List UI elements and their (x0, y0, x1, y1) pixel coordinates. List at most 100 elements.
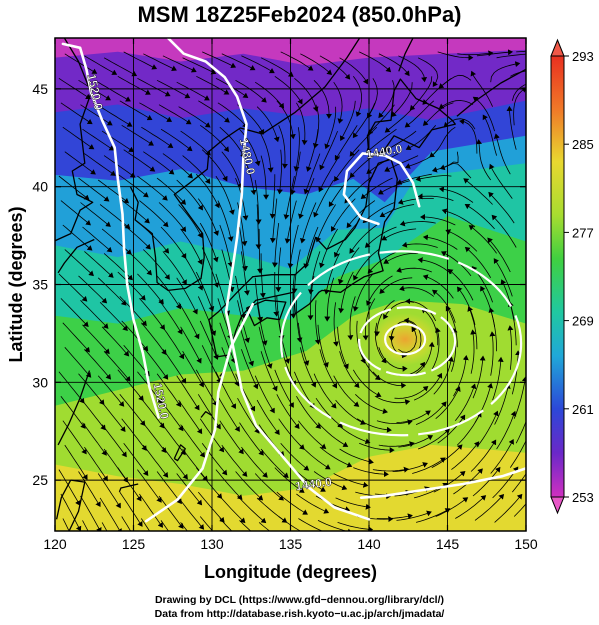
x-tick-label: 150 (514, 536, 538, 552)
streamline (435, 386, 461, 420)
streamline (318, 155, 340, 193)
streamline (197, 198, 219, 236)
x-tick-label: 130 (200, 536, 224, 552)
streamline (403, 317, 422, 352)
streamline (338, 247, 360, 285)
streamline (182, 448, 208, 482)
streamline (372, 466, 409, 473)
streamline (254, 277, 264, 323)
streamline (162, 153, 193, 179)
streamline (139, 200, 169, 228)
streamline (259, 253, 266, 299)
streamline (352, 369, 382, 398)
streamline (97, 179, 130, 204)
streamline (352, 76, 363, 117)
streamline (467, 306, 478, 350)
streamline (201, 247, 220, 288)
streamline (258, 130, 274, 173)
streamline (298, 420, 327, 450)
streamline (143, 151, 175, 175)
coastline (57, 370, 91, 446)
streamline (139, 298, 165, 331)
streamline (123, 247, 152, 276)
streamline (78, 471, 101, 508)
streamline (143, 53, 177, 71)
streamline (182, 350, 204, 388)
streamline (455, 495, 487, 519)
colorbar-bottom-arrow (550, 496, 565, 515)
streamline (353, 249, 380, 281)
streamline (80, 495, 102, 531)
streamline (256, 228, 263, 274)
streamline (303, 226, 319, 269)
colorbar-tick-label: 293 (572, 49, 594, 64)
coastline (68, 479, 86, 531)
streamline (415, 401, 447, 425)
streamline (513, 87, 526, 126)
streamline (180, 326, 202, 364)
streamline (489, 163, 513, 199)
streamline (60, 200, 91, 226)
streamline (474, 493, 505, 521)
streamline (269, 174, 276, 219)
streamline (338, 271, 354, 314)
streamline (296, 102, 308, 146)
coastline (456, 68, 526, 117)
streamline (99, 399, 126, 432)
streamline (429, 126, 456, 158)
streamline (235, 471, 264, 501)
streamline (280, 442, 310, 471)
streamline (121, 320, 149, 352)
streamline (405, 298, 437, 322)
streamline (439, 162, 472, 179)
streamline (319, 446, 353, 468)
streamline (333, 222, 358, 258)
streamline (333, 81, 344, 124)
streamline (274, 369, 294, 408)
streamline (337, 424, 371, 445)
streamline (162, 349, 187, 384)
streamline (254, 375, 275, 414)
streamline (476, 139, 492, 181)
streamline (140, 518, 151, 531)
streamline (374, 395, 411, 406)
streamline (493, 258, 513, 297)
streamline (472, 355, 486, 399)
streamline (476, 410, 499, 448)
streamline (121, 418, 147, 451)
streamline (278, 418, 305, 450)
streamline (103, 155, 136, 178)
streamline (474, 382, 493, 423)
y-tick-label: 35 (32, 277, 48, 293)
streamline (280, 51, 314, 71)
streamline (182, 155, 211, 184)
streamline (296, 493, 330, 514)
streamline (457, 50, 494, 57)
streamline (417, 57, 439, 88)
streamline (494, 383, 511, 425)
streamline (441, 251, 472, 277)
streamline (413, 372, 443, 401)
streamline (180, 130, 211, 156)
streamline (337, 326, 349, 370)
streamline (472, 466, 501, 497)
streamline (99, 302, 128, 332)
streamline (99, 106, 133, 127)
streamline (202, 51, 237, 69)
streamline (158, 397, 184, 432)
streamline (101, 522, 108, 531)
streamline (313, 80, 332, 119)
streamline (162, 446, 188, 480)
streamline (376, 513, 413, 520)
streamline (347, 296, 356, 341)
streamline (415, 175, 452, 182)
streamline (392, 462, 428, 472)
streamline (139, 493, 163, 528)
streamline (62, 126, 95, 150)
streamline (496, 410, 517, 450)
streamline (137, 273, 164, 305)
page-title: MSM 18Z25Feb2024 (850.0hPa) (137, 2, 462, 27)
streamline (399, 285, 435, 297)
streamline (344, 175, 374, 204)
streamline (160, 128, 193, 152)
